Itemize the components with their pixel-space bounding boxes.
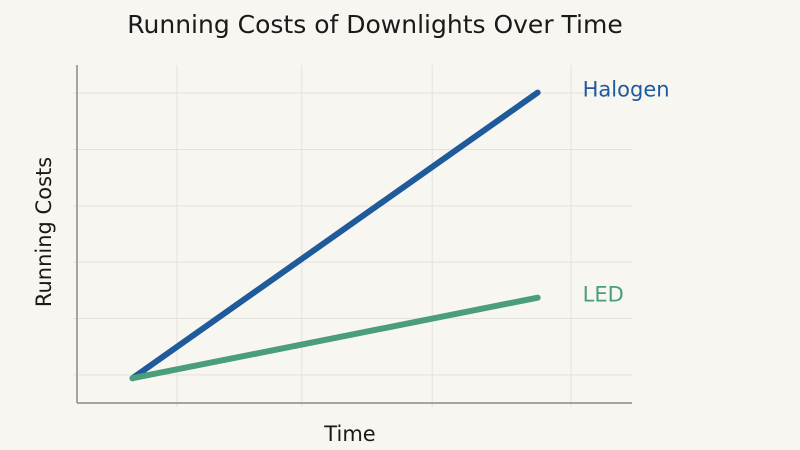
y-axis-label: Running Costs: [32, 157, 56, 307]
chart-title: Running Costs of Downlights Over Time: [127, 10, 622, 39]
grid: [73, 65, 632, 407]
series-line: [129, 294, 541, 382]
legend-label: Halogen: [583, 78, 670, 102]
legend-label: LED: [583, 283, 624, 307]
x-axis-label: Time: [323, 422, 375, 446]
plot: Halogen LED: [129, 78, 670, 382]
series-line: [129, 89, 541, 382]
